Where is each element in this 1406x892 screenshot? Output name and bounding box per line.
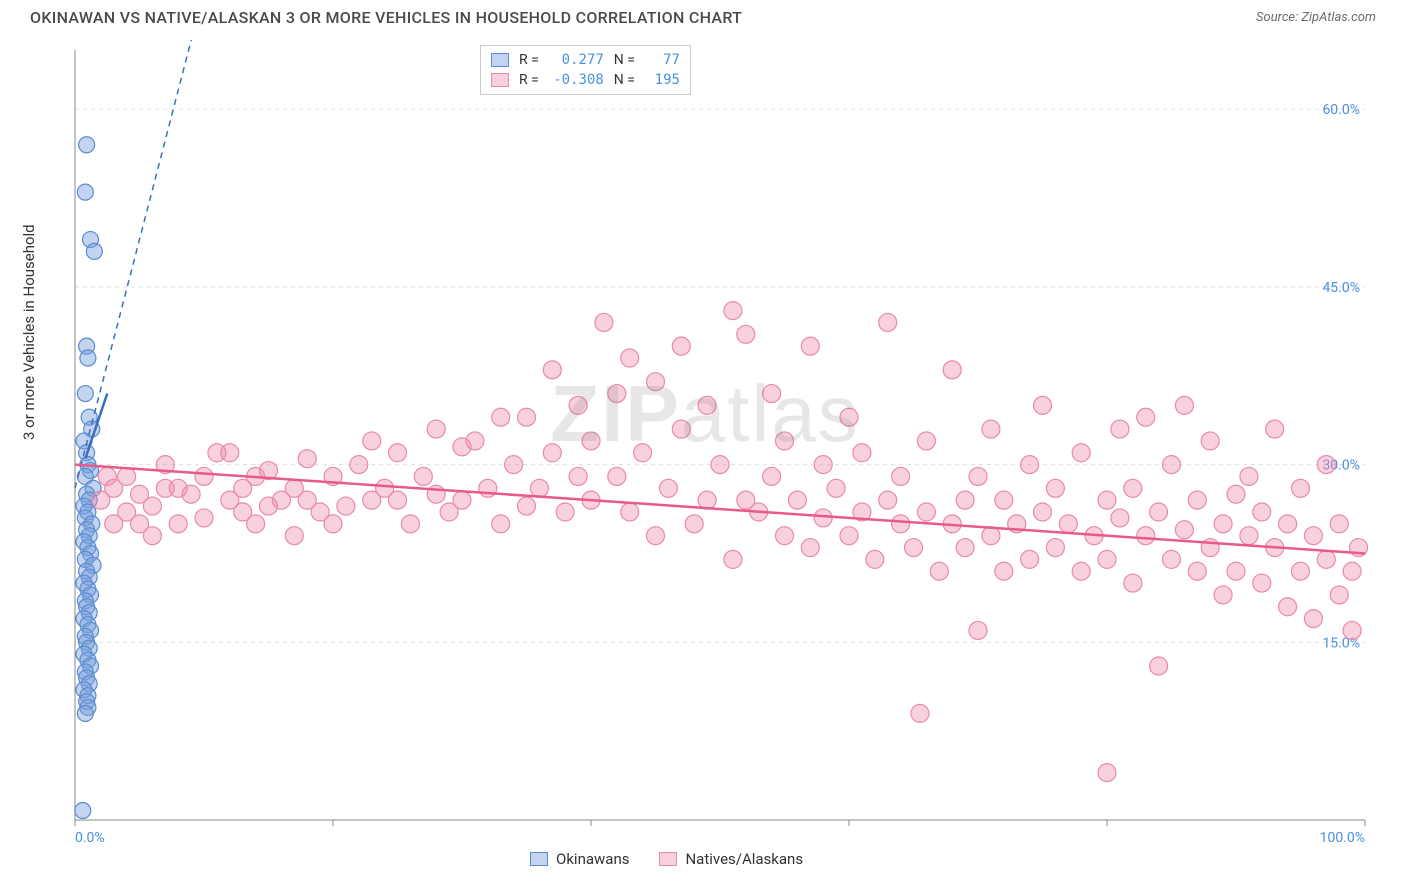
svg-text:0.0%: 0.0% <box>75 830 105 846</box>
legend-item-okinawans: Okinawans <box>530 850 629 868</box>
series-legend: Okinawans Natives/Alaskans <box>530 850 803 868</box>
swatch-okinawans <box>530 852 548 866</box>
correlation-legend: R = 0.277 N = 77 R = -0.308 N = 195 <box>480 45 691 95</box>
svg-text:60.0%: 60.0% <box>1322 102 1360 118</box>
chart-title: OKINAWAN VS NATIVE/ALASKAN 3 OR MORE VEH… <box>30 8 742 27</box>
swatch-natives <box>491 73 509 87</box>
svg-text:45.0%: 45.0% <box>1322 280 1360 296</box>
source-label: Source: ZipAtlas.com <box>1256 10 1376 25</box>
svg-text:100.0%: 100.0% <box>1320 830 1365 846</box>
chart-area: 3 or more Vehicles in Household 15.0%30.… <box>30 40 1380 870</box>
swatch-natives <box>659 852 677 866</box>
legend-item-natives: Natives/Alaskans <box>659 850 803 868</box>
legend-row-okinawans: R = 0.277 N = 77 <box>491 50 680 70</box>
legend-row-natives: R = -0.308 N = 195 <box>491 70 680 90</box>
y-axis-label: 3 or more Vehicles in Household <box>20 224 38 440</box>
swatch-okinawans <box>491 53 509 67</box>
title-bar: OKINAWAN VS NATIVE/ALASKAN 3 OR MORE VEH… <box>0 0 1406 27</box>
scatter-chart: 15.0%30.0%45.0%60.0%0.0%100.0% <box>30 40 1380 870</box>
